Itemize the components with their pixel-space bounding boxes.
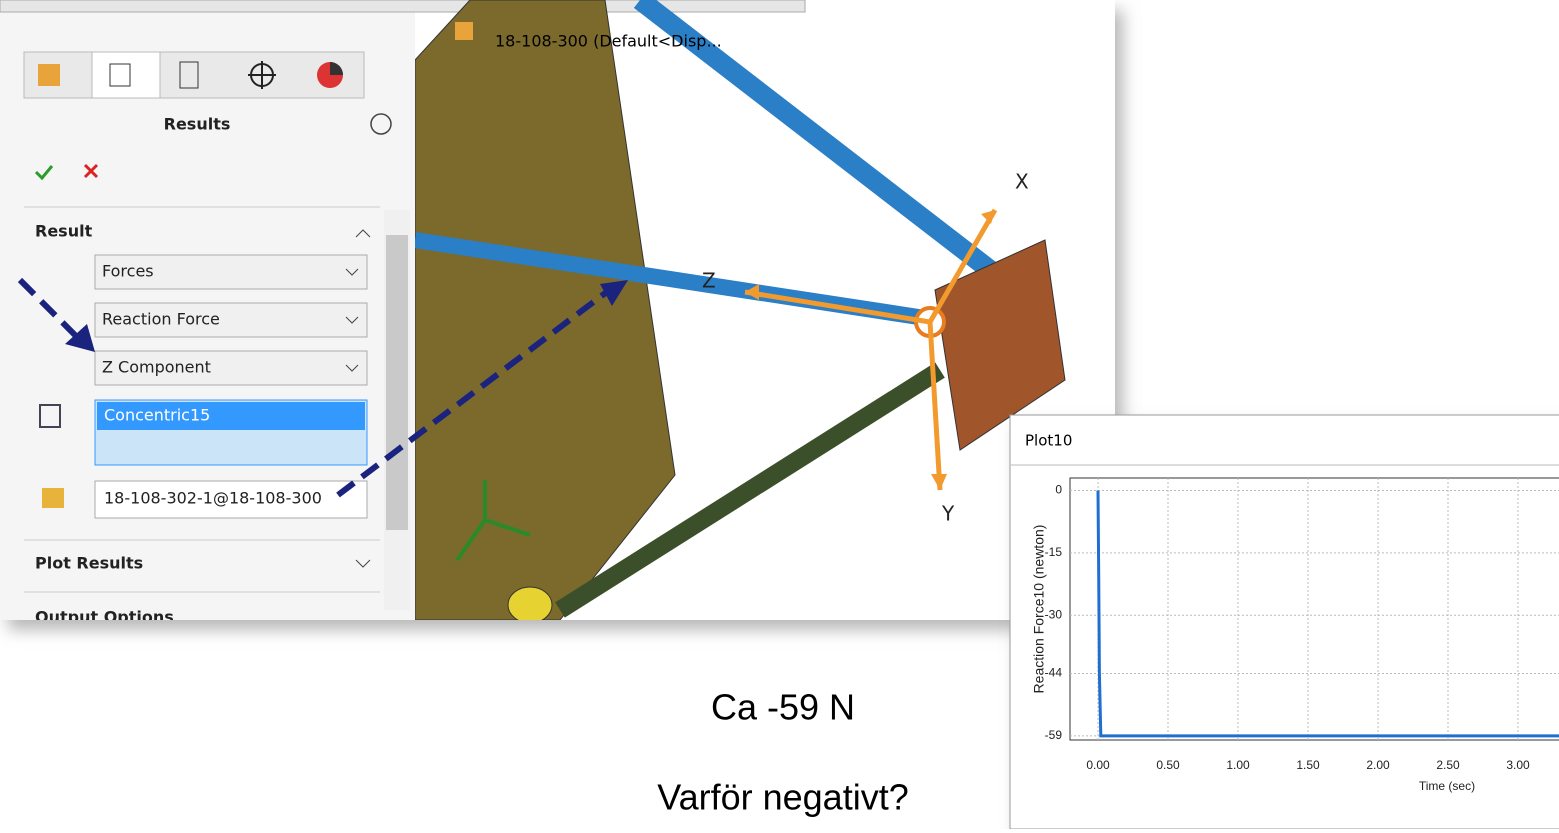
x-tick-label: 2.00 — [1366, 758, 1390, 772]
cancel-button[interactable] — [83, 163, 99, 179]
axis-label: Z — [702, 269, 716, 293]
axis-label: Y — [941, 502, 955, 526]
x-tick-label: 1.50 — [1296, 758, 1320, 772]
help-icon[interactable] — [370, 113, 392, 135]
tree-label[interactable]: 18-108-300 (Default<Disp... — [495, 32, 722, 51]
y-axis-label: Reaction Force10 (newton) — [1031, 525, 1047, 694]
note: Varför negativt? — [657, 777, 908, 818]
viewport[interactable]: 18-108-300 (Default<Disp... X Z Y — [415, 0, 1066, 623]
y-tick-label: -15 — [1045, 545, 1063, 559]
face-icon — [39, 404, 61, 428]
window-title: Plot10 — [1025, 432, 1072, 450]
x-tick-label: 0.50 — [1156, 758, 1180, 772]
selection-item[interactable]: Concentric15 — [104, 406, 210, 425]
x-axis-label: Time (sec) — [1419, 779, 1475, 793]
data-line — [1096, 490, 1559, 738]
selected-row[interactable] — [97, 402, 365, 430]
dropdown[interactable]: Z Component — [102, 358, 211, 377]
plot-area — [1069, 477, 1559, 741]
chart: 0 -15 -30 -44 -59 0.00 0.50 1.00 1.50 2.00 2.50 3.0… — [1031, 477, 1559, 793]
panel-tabs[interactable] — [23, 51, 365, 99]
component-field[interactable]: 18-108-302-1@18-108-300 — [104, 489, 322, 508]
section-header[interactable]: Plot Results — [35, 554, 143, 573]
x-tick-label: 0.00 — [1086, 758, 1110, 772]
dropdown[interactable]: Reaction Force — [102, 310, 220, 329]
part-icon — [42, 488, 64, 508]
section-header[interactable]: Output Options — [35, 608, 174, 627]
note: Ca -59 N — [711, 687, 855, 728]
axis-label: X — [1015, 170, 1029, 194]
y-tick-label: -59 — [1045, 728, 1063, 742]
y-tick-label: -44 — [1045, 666, 1063, 680]
dropdowns — [94, 254, 368, 386]
section-header[interactable]: Result — [35, 222, 93, 241]
collapse-icon[interactable] — [355, 229, 371, 238]
x-tick-label: 2.50 — [1436, 758, 1460, 772]
scrollbar[interactable] — [386, 235, 408, 530]
y-tick-label: -30 — [1045, 607, 1063, 621]
ok-button[interactable] — [34, 165, 54, 181]
x-tick-label: 1.00 — [1226, 758, 1250, 772]
panel-title: Results — [164, 115, 231, 134]
y-tick-label: 0 — [1055, 483, 1062, 497]
annotation-arrow — [17, 277, 614, 498]
x-tick-label: 3.00 — [1506, 758, 1530, 772]
dropdown[interactable]: Forces — [102, 262, 154, 281]
